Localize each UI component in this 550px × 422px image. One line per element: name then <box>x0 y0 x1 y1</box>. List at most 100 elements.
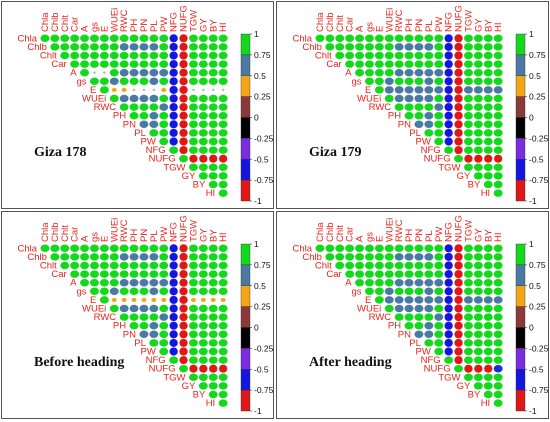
cell-chlt-pl <box>424 261 434 270</box>
cell-wuei-ph <box>404 94 414 103</box>
cell-chlt-a <box>354 51 365 60</box>
cell-ph-pn <box>414 321 424 330</box>
cell-nfg-hi <box>218 356 228 365</box>
col-label-pw: PW <box>159 227 170 242</box>
cell-gs-by <box>208 287 218 296</box>
cell-gy-gy <box>198 171 209 180</box>
cell-rwc-rwc <box>394 103 404 112</box>
cell-car-e <box>99 270 110 279</box>
cell-pl-by <box>208 128 218 137</box>
row-label-car: Car <box>51 269 66 280</box>
cell-chla-e <box>374 244 385 253</box>
cell-a-ph <box>129 278 139 287</box>
cell-chla-gy <box>473 34 484 43</box>
cell-chlt-wuei <box>109 261 120 270</box>
cell-chlt-pl <box>149 51 159 60</box>
cell-nfg-nufg <box>454 145 464 155</box>
cell-gs-gy <box>198 77 209 86</box>
cell-chlb-gy <box>198 252 209 261</box>
cell-e-pl <box>424 85 434 94</box>
cell-chlb-nufg <box>454 252 464 262</box>
cell-chla-by <box>208 34 218 43</box>
cell-chla-pn <box>414 34 424 43</box>
cell-a-gs <box>92 71 96 75</box>
cell-pn-pn <box>414 120 424 129</box>
row-label-ph: PH <box>113 321 126 332</box>
row-label-rwc: RWC <box>94 312 117 323</box>
cell-pl-tgw <box>463 128 474 137</box>
cell-chlb-pw <box>158 252 169 261</box>
cell-chla-pl <box>149 34 159 43</box>
cell-chla-gs <box>89 244 100 253</box>
cell-car-pn <box>139 270 149 279</box>
cell-chlt-ph <box>404 51 414 60</box>
cell-chlt-chlt <box>335 51 345 60</box>
row-label-by: BY <box>193 180 206 191</box>
cell-gs-e <box>374 287 385 296</box>
cell-a-pl <box>424 278 434 287</box>
cell-nfg-hi <box>493 146 503 155</box>
cell-chlb-pn <box>414 42 424 51</box>
cell-rwc-pw <box>433 103 444 112</box>
col-label-nfg: NFG <box>169 12 180 32</box>
cell-chlt-car <box>344 261 355 270</box>
cell-chlt-chlt <box>335 261 345 270</box>
col-label-pw: PW <box>434 17 445 32</box>
cell-pn-gy <box>198 330 209 339</box>
cell-pn-nufg <box>454 329 464 339</box>
cell-a-pl <box>424 68 434 77</box>
cell-tgw-hi <box>218 373 228 382</box>
col-label-pn: PN <box>414 229 425 242</box>
colorbar-segment <box>515 389 526 412</box>
cell-chla-pw <box>433 34 444 43</box>
cell-gs-rwc <box>394 77 404 86</box>
col-label-pl: PL <box>424 230 435 242</box>
cell-gs-e <box>99 77 110 86</box>
cell-gy-gy <box>473 381 484 390</box>
cell-chla-hi <box>493 34 503 43</box>
col-label-chlb: Chlb <box>50 222 61 242</box>
cell-e-pl <box>151 297 157 303</box>
cell-car-rwc <box>119 270 129 279</box>
row-label-wuei: WUEi <box>357 94 381 105</box>
cell-wuei-wuei <box>384 94 395 103</box>
row-label-nufg: NUFG <box>149 364 176 375</box>
cell-ph-ph <box>129 111 139 120</box>
cell-pl-tgw <box>463 338 474 347</box>
cell-car-ph <box>129 270 139 279</box>
row-label-gy: GY <box>182 171 196 182</box>
cell-a-nfg <box>169 68 179 78</box>
cell-nufg-by <box>483 154 493 164</box>
cell-chlb-gs <box>364 42 375 51</box>
row-label-gs: gs <box>76 286 86 297</box>
cell-ph-pn <box>414 111 424 120</box>
row-label-gy: GY <box>457 381 471 392</box>
cell-pl-by <box>483 128 493 137</box>
cell-pn-hi <box>493 330 503 339</box>
col-label-car: Car <box>345 17 356 32</box>
cell-nfg-by <box>483 146 493 155</box>
cell-chlb-by <box>208 42 218 51</box>
cell-gs-e <box>374 77 385 86</box>
cell-chlb-nufg <box>454 42 464 52</box>
cell-chlt-wuei <box>109 51 120 60</box>
cell-car-nfg <box>169 269 179 279</box>
cell-chlb-wuei <box>109 252 120 261</box>
colorbar-segment <box>240 179 251 202</box>
row-label-wuei: WUEi <box>82 304 106 315</box>
cell-wuei-pw <box>433 94 444 103</box>
cell-wuei-gy <box>473 304 484 313</box>
cell-wuei-nufg <box>454 304 464 313</box>
cell-chlt-by <box>208 51 218 60</box>
cell-gs-pn <box>414 77 424 86</box>
cell-nfg-by <box>483 356 493 365</box>
cell-chlb-pl <box>424 42 434 51</box>
cell-pn-pl <box>149 330 159 339</box>
cell-pn-pw <box>433 120 444 129</box>
colorbar-segment <box>240 33 251 56</box>
col-label-e: E <box>99 26 110 32</box>
cell-wuei-by <box>208 304 218 313</box>
cell-chla-car <box>69 34 80 43</box>
cell-nfg-gy <box>473 146 484 155</box>
cell-pn-by <box>208 120 218 129</box>
